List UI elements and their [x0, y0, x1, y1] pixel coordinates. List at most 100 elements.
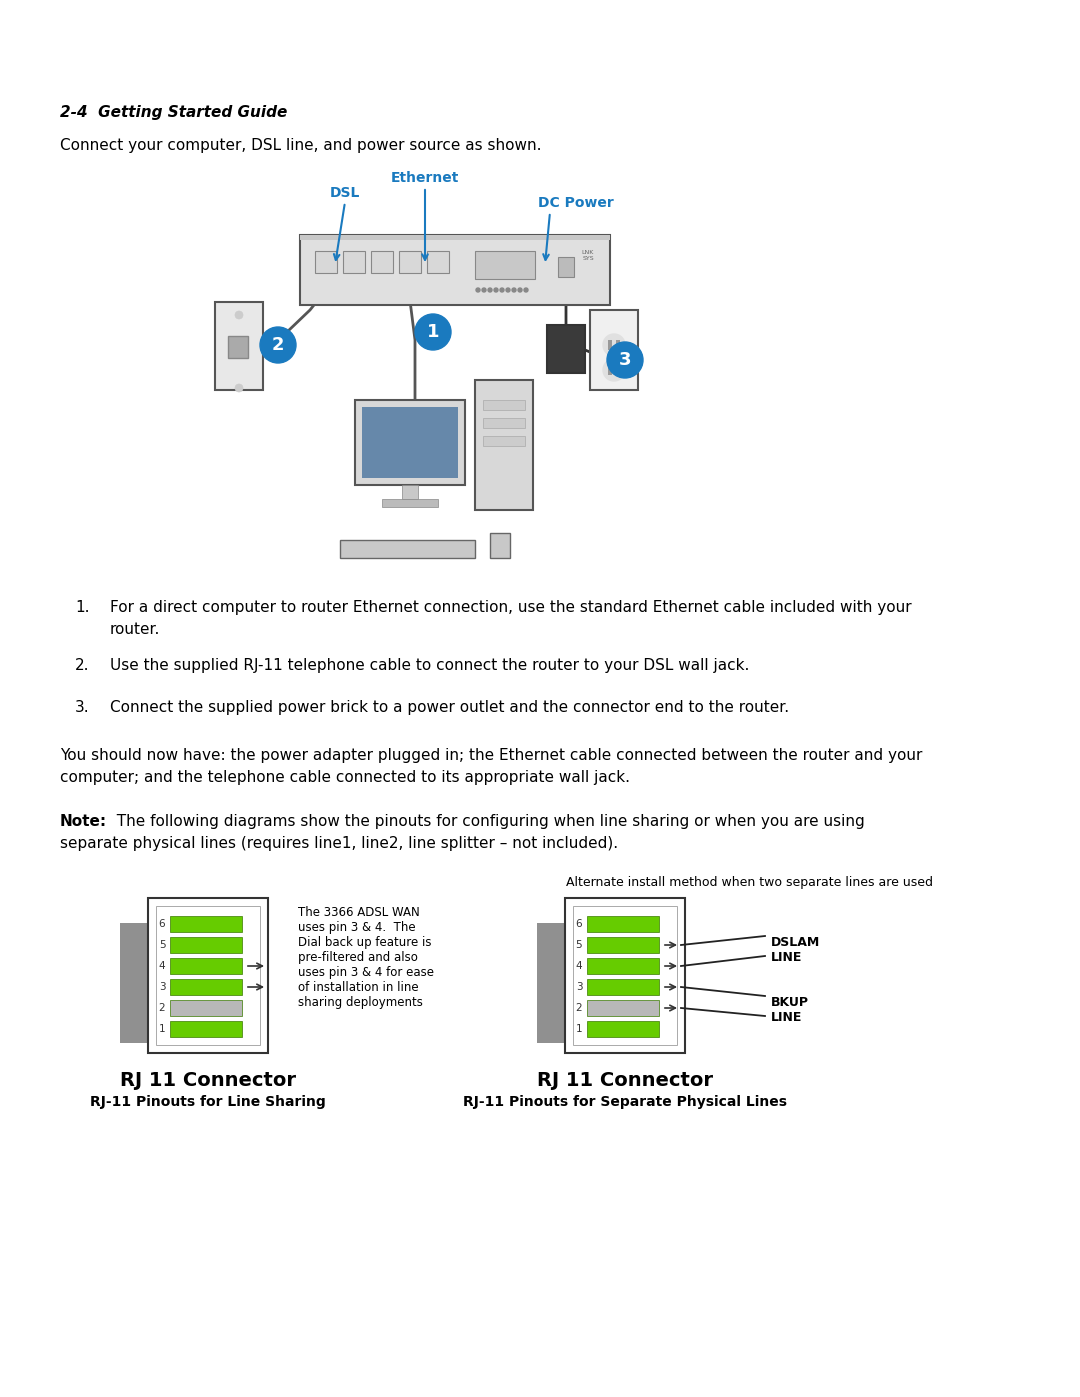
FancyBboxPatch shape — [156, 907, 260, 1045]
Circle shape — [507, 288, 510, 292]
FancyBboxPatch shape — [608, 365, 612, 374]
Text: 6: 6 — [159, 919, 165, 929]
Text: You should now have: the power adapter plugged in; the Ethernet cable connected : You should now have: the power adapter p… — [60, 747, 922, 763]
Circle shape — [524, 288, 528, 292]
FancyBboxPatch shape — [537, 923, 565, 1044]
FancyBboxPatch shape — [475, 251, 535, 279]
Text: The following diagrams show the pinouts for configuring when line sharing or whe: The following diagrams show the pinouts … — [107, 814, 865, 828]
Text: 2.: 2. — [75, 658, 90, 673]
FancyBboxPatch shape — [475, 380, 534, 510]
Circle shape — [415, 314, 451, 351]
Circle shape — [488, 288, 492, 292]
FancyBboxPatch shape — [483, 436, 525, 446]
Text: Note:: Note: — [60, 814, 107, 828]
Circle shape — [607, 342, 643, 379]
Text: 2: 2 — [159, 1003, 165, 1013]
FancyBboxPatch shape — [170, 916, 242, 932]
FancyBboxPatch shape — [590, 310, 638, 390]
FancyBboxPatch shape — [170, 979, 242, 995]
FancyBboxPatch shape — [372, 251, 393, 272]
FancyBboxPatch shape — [588, 1000, 659, 1016]
Text: DSL: DSL — [329, 186, 361, 200]
FancyBboxPatch shape — [483, 400, 525, 409]
Text: 1.: 1. — [75, 599, 90, 615]
FancyBboxPatch shape — [558, 257, 573, 277]
FancyBboxPatch shape — [588, 1021, 659, 1037]
FancyBboxPatch shape — [215, 302, 264, 390]
Text: computer; and the telephone cable connected to its appropriate wall jack.: computer; and the telephone cable connec… — [60, 770, 630, 785]
FancyBboxPatch shape — [340, 541, 475, 557]
Text: separate physical lines (requires line1, line2, line splitter – not included).: separate physical lines (requires line1,… — [60, 835, 618, 851]
FancyBboxPatch shape — [565, 898, 685, 1053]
Text: 4: 4 — [576, 961, 582, 971]
FancyBboxPatch shape — [573, 907, 677, 1045]
FancyBboxPatch shape — [483, 418, 525, 427]
FancyBboxPatch shape — [399, 251, 421, 272]
Text: RJ-11 Pinouts for Line Sharing: RJ-11 Pinouts for Line Sharing — [90, 1095, 326, 1109]
Circle shape — [235, 312, 243, 319]
Text: 1: 1 — [159, 1024, 165, 1034]
Text: 3: 3 — [619, 351, 631, 369]
Text: 3: 3 — [576, 982, 582, 992]
Text: 2: 2 — [272, 337, 284, 353]
Text: 3: 3 — [159, 982, 165, 992]
FancyBboxPatch shape — [315, 251, 337, 272]
Text: 2: 2 — [576, 1003, 582, 1013]
FancyBboxPatch shape — [427, 251, 449, 272]
Text: For a direct computer to router Ethernet connection, use the standard Ethernet c: For a direct computer to router Ethernet… — [110, 599, 912, 615]
Text: DSLAM
LINE: DSLAM LINE — [771, 936, 820, 964]
Text: Ethernet: Ethernet — [391, 170, 459, 184]
FancyBboxPatch shape — [402, 485, 418, 499]
FancyBboxPatch shape — [588, 937, 659, 953]
Circle shape — [603, 359, 625, 381]
Circle shape — [500, 288, 504, 292]
Circle shape — [260, 327, 296, 363]
Text: RJ 11 Connector: RJ 11 Connector — [120, 1071, 296, 1090]
FancyBboxPatch shape — [382, 499, 438, 507]
FancyBboxPatch shape — [170, 1000, 242, 1016]
Text: RJ-11 Pinouts for Separate Physical Lines: RJ-11 Pinouts for Separate Physical Line… — [463, 1095, 787, 1109]
Text: 5: 5 — [576, 940, 582, 950]
FancyBboxPatch shape — [148, 898, 268, 1053]
FancyBboxPatch shape — [588, 916, 659, 932]
FancyBboxPatch shape — [170, 1021, 242, 1037]
FancyBboxPatch shape — [228, 337, 248, 358]
FancyBboxPatch shape — [588, 979, 659, 995]
FancyBboxPatch shape — [300, 235, 610, 240]
FancyBboxPatch shape — [355, 400, 465, 485]
Circle shape — [494, 288, 498, 292]
FancyBboxPatch shape — [490, 534, 510, 557]
Text: Connect your computer, DSL line, and power source as shown.: Connect your computer, DSL line, and pow… — [60, 138, 541, 154]
Circle shape — [482, 288, 486, 292]
Text: 1: 1 — [427, 323, 440, 341]
Text: BKUP
LINE: BKUP LINE — [771, 996, 809, 1024]
Text: 6: 6 — [576, 919, 582, 929]
Circle shape — [518, 288, 522, 292]
Text: The 3366 ADSL WAN
uses pin 3 & 4.  The
Dial back up feature is
pre-filtered and : The 3366 ADSL WAN uses pin 3 & 4. The Di… — [298, 907, 434, 1009]
FancyBboxPatch shape — [120, 923, 148, 1044]
Text: Connect the supplied power brick to a power outlet and the connector end to the : Connect the supplied power brick to a po… — [110, 700, 789, 715]
FancyBboxPatch shape — [616, 339, 620, 351]
FancyBboxPatch shape — [170, 958, 242, 974]
Text: Alternate install method when two separate lines are used: Alternate install method when two separa… — [567, 876, 933, 888]
Text: 5: 5 — [159, 940, 165, 950]
Text: RJ 11 Connector: RJ 11 Connector — [537, 1071, 713, 1090]
FancyBboxPatch shape — [588, 958, 659, 974]
Text: 3.: 3. — [75, 700, 90, 715]
FancyBboxPatch shape — [616, 365, 620, 374]
Text: 2-4  Getting Started Guide: 2-4 Getting Started Guide — [60, 105, 287, 120]
FancyBboxPatch shape — [343, 251, 365, 272]
FancyBboxPatch shape — [608, 339, 612, 351]
Text: 4: 4 — [159, 961, 165, 971]
Text: LNK
SYS: LNK SYS — [582, 250, 594, 261]
Circle shape — [476, 288, 480, 292]
Text: router.: router. — [110, 622, 160, 637]
Circle shape — [512, 288, 516, 292]
Circle shape — [235, 384, 243, 393]
Circle shape — [603, 334, 625, 356]
Text: 1: 1 — [576, 1024, 582, 1034]
Text: Use the supplied RJ-11 telephone cable to connect the router to your DSL wall ja: Use the supplied RJ-11 telephone cable t… — [110, 658, 750, 673]
Text: DC Power: DC Power — [538, 196, 613, 210]
FancyBboxPatch shape — [362, 407, 458, 478]
FancyBboxPatch shape — [546, 326, 585, 373]
